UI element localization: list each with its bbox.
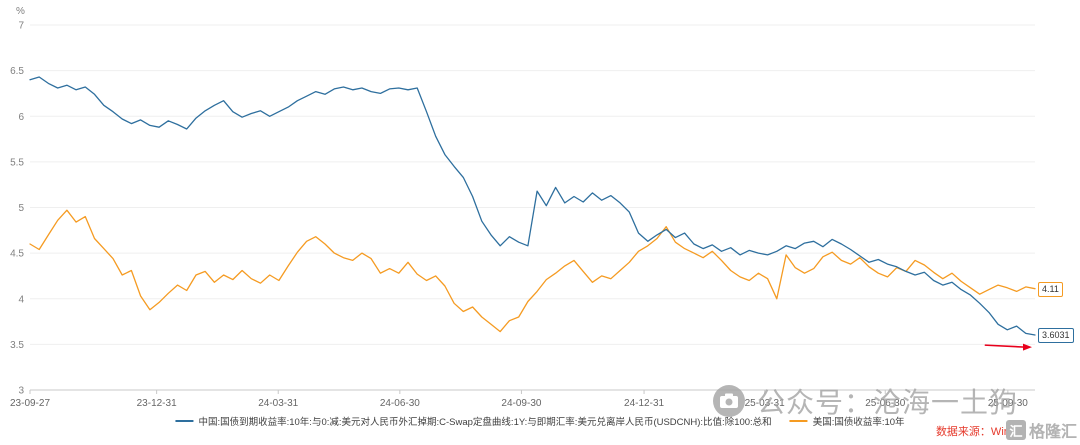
legend-item-us: 美国:国债收益率:10年 bbox=[789, 414, 905, 428]
svg-text:6: 6 bbox=[18, 112, 24, 123]
svg-text:3.5: 3.5 bbox=[10, 340, 24, 351]
legend-swatch-us bbox=[789, 420, 808, 422]
svg-text:24-09-30: 24-09-30 bbox=[501, 398, 541, 409]
watermark: 公众号：沧海一土狗 bbox=[712, 381, 1018, 421]
svg-text:25-03-31: 25-03-31 bbox=[745, 398, 785, 409]
legend-label-china: 中国:国债到期收益率:10年:与0:减:美元对人民币外汇掉期:C-Swap定盘曲… bbox=[198, 417, 772, 428]
watermark-text: 公众号：沧海一土狗 bbox=[757, 387, 1019, 418]
svg-text:25-06-30: 25-06-30 bbox=[865, 398, 905, 409]
svg-text:4.5: 4.5 bbox=[10, 249, 24, 260]
svg-text:23-12-31: 23-12-31 bbox=[137, 398, 177, 409]
svg-text:23-09-27: 23-09-27 bbox=[10, 398, 50, 409]
svg-text:24-12-31: 24-12-31 bbox=[624, 398, 664, 409]
legend-label-us: 美国:国债收益率:10年 bbox=[812, 417, 905, 428]
chart-legend: 中国:国债到期收益率:10年:与0:减:美元对人民币外汇掉期:C-Swap定盘曲… bbox=[175, 414, 905, 428]
svg-text:5.5: 5.5 bbox=[10, 157, 24, 168]
legend-item-china: 中国:国债到期收益率:10年:与0:减:美元对人民币外汇掉期:C-Swap定盘曲… bbox=[175, 414, 772, 428]
brand-logo-icon: 汇 bbox=[1005, 420, 1026, 440]
svg-text:6.5: 6.5 bbox=[10, 66, 24, 77]
svg-text:25-09-30: 25-09-30 bbox=[988, 398, 1028, 409]
svg-text:4: 4 bbox=[18, 294, 24, 305]
brand-logo: 汇 格隆汇 bbox=[1005, 418, 1077, 442]
svg-text:3: 3 bbox=[18, 386, 24, 397]
svg-text:24-06-30: 24-06-30 bbox=[380, 398, 420, 409]
svg-text:5: 5 bbox=[18, 203, 24, 214]
brand-logo-text: 格隆汇 bbox=[1028, 424, 1077, 441]
legend-swatch-china bbox=[175, 420, 194, 422]
data-source-note: 数据来源：Wind bbox=[935, 426, 1016, 438]
end-value-label-us: 4.11 bbox=[1038, 281, 1063, 297]
camera-icon bbox=[713, 385, 745, 417]
svg-text:24-03-31: 24-03-31 bbox=[258, 398, 298, 409]
end-value-label-china: 3.6031 bbox=[1038, 327, 1074, 343]
y-axis-unit-label: % bbox=[16, 6, 25, 17]
svg-text:7: 7 bbox=[18, 21, 24, 32]
